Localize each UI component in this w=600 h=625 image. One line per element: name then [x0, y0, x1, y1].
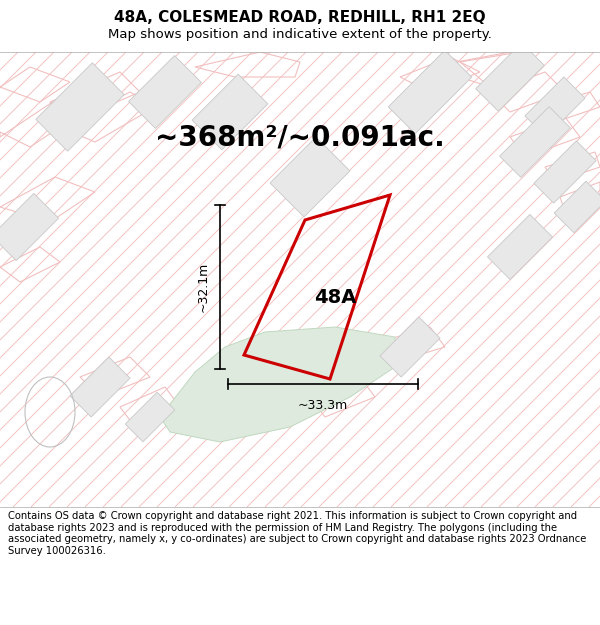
Polygon shape: [525, 77, 585, 137]
Polygon shape: [270, 137, 350, 217]
Text: 48A, COLESMEAD ROAD, REDHILL, RH1 2EQ: 48A, COLESMEAD ROAD, REDHILL, RH1 2EQ: [114, 11, 486, 26]
Polygon shape: [0, 193, 59, 261]
Polygon shape: [476, 42, 544, 111]
Polygon shape: [534, 141, 596, 203]
Text: ~33.3m: ~33.3m: [298, 399, 348, 412]
Text: 48A: 48A: [314, 288, 356, 307]
Polygon shape: [380, 317, 440, 377]
Polygon shape: [36, 62, 124, 151]
Text: Map shows position and indicative extent of the property.: Map shows position and indicative extent…: [108, 28, 492, 41]
Polygon shape: [128, 56, 202, 128]
Text: ~32.1m: ~32.1m: [197, 262, 210, 312]
Polygon shape: [388, 50, 472, 134]
Text: Contains OS data © Crown copyright and database right 2021. This information is : Contains OS data © Crown copyright and d…: [8, 511, 586, 556]
Polygon shape: [70, 357, 130, 417]
Polygon shape: [487, 214, 553, 279]
Polygon shape: [160, 327, 395, 442]
Polygon shape: [192, 74, 268, 150]
Polygon shape: [554, 181, 600, 232]
Polygon shape: [500, 107, 571, 178]
Text: ~368m²/~0.091ac.: ~368m²/~0.091ac.: [155, 123, 445, 151]
Polygon shape: [125, 392, 175, 442]
